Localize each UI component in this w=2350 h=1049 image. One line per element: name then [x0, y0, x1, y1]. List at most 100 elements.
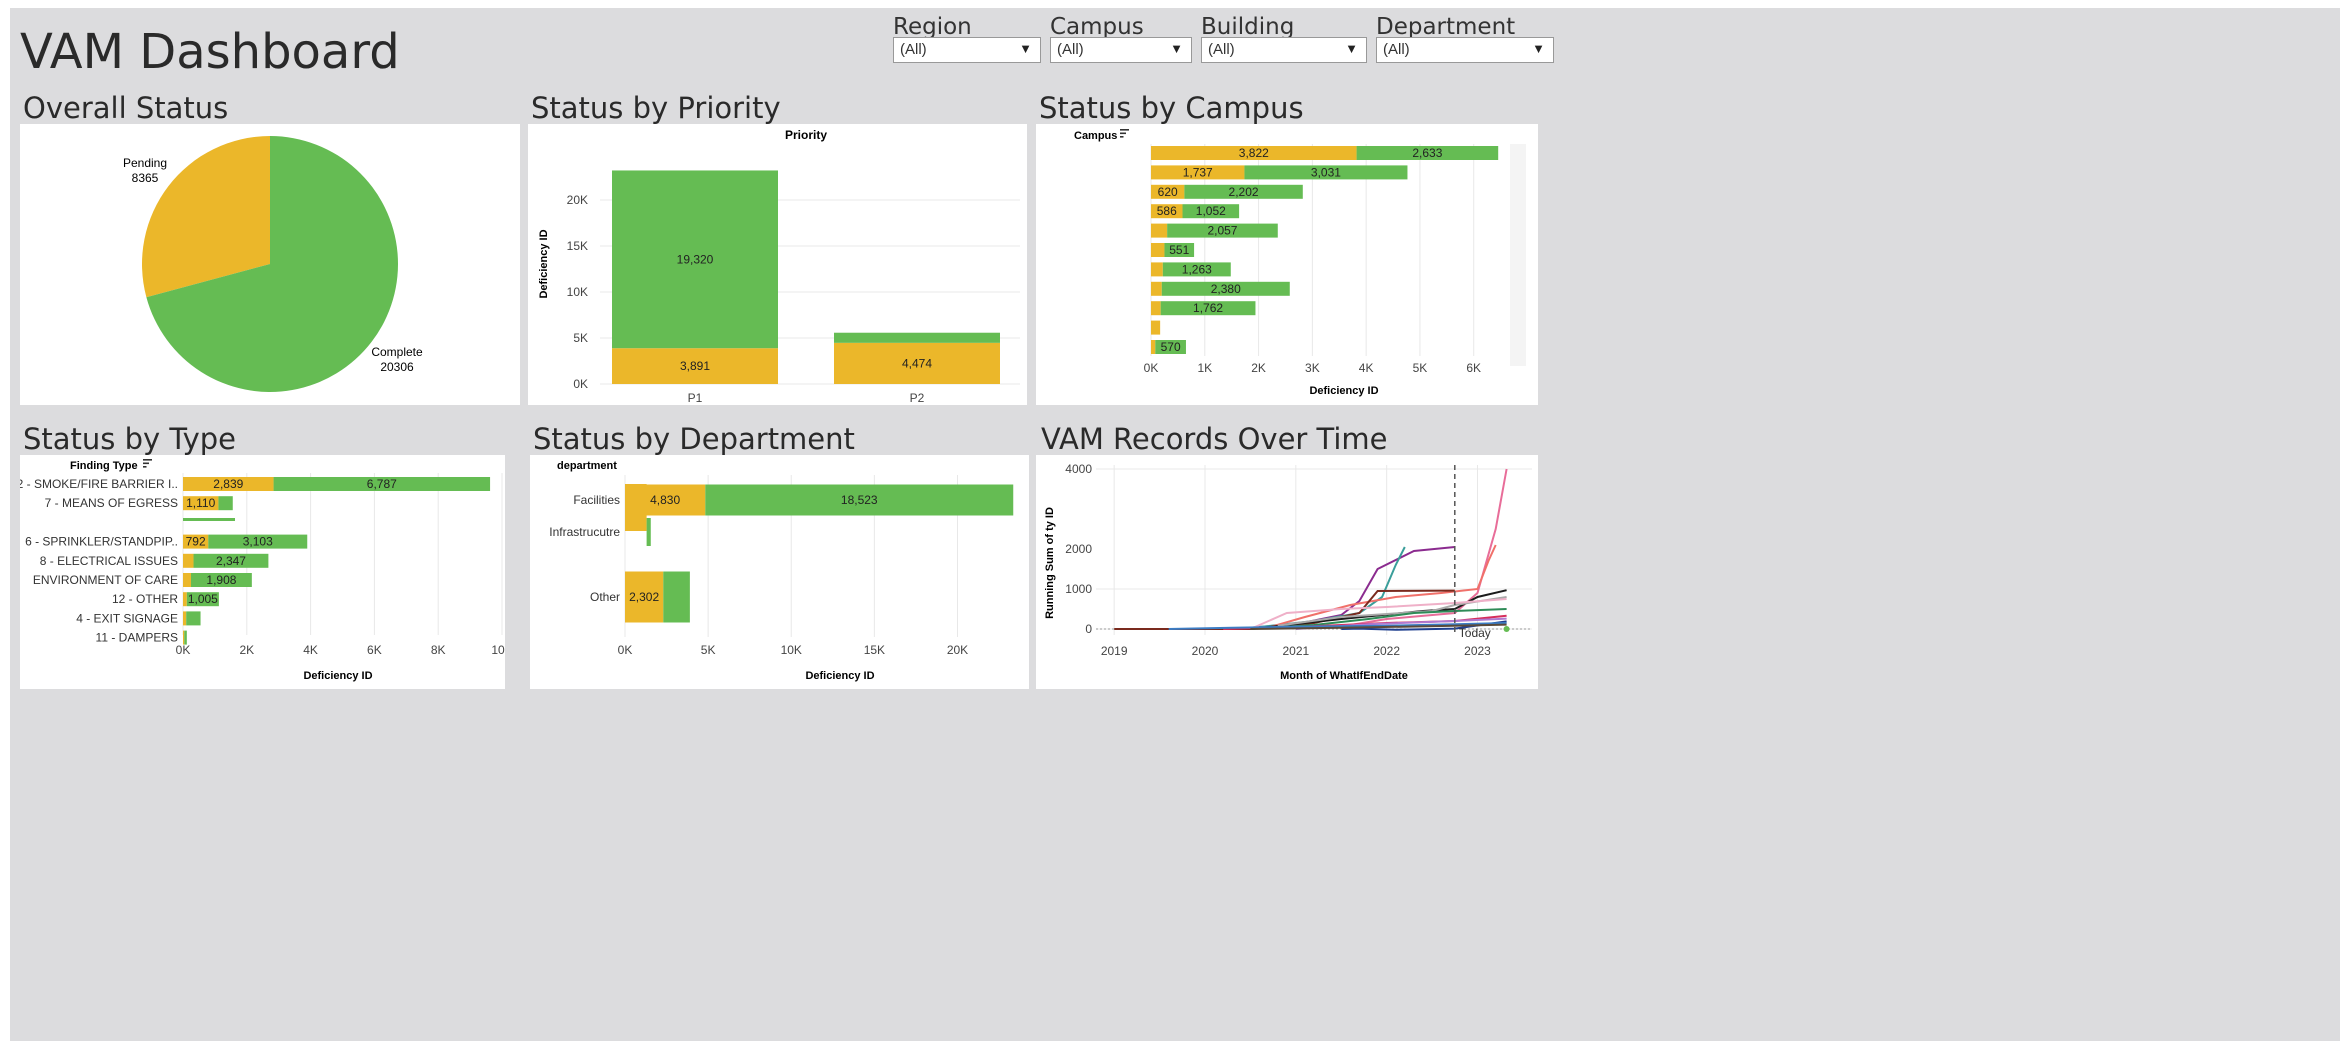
- filter-campus-select[interactable]: (All) ▼: [1050, 37, 1192, 63]
- bar-complete[interactable]: [1182, 204, 1240, 219]
- bar-complete[interactable]: [273, 477, 491, 491]
- bar-complete[interactable]: [1356, 146, 1499, 160]
- x-tick-label: 3K: [1305, 361, 1320, 375]
- bar-pending[interactable]: [1151, 165, 1245, 180]
- bar-pending[interactable]: [1151, 146, 1357, 160]
- series-line-s4[interactable]: [1268, 544, 1497, 629]
- bar-pending[interactable]: [183, 573, 191, 587]
- bar-pending-P1[interactable]: [612, 348, 778, 384]
- sort-icon[interactable]: [1120, 129, 1129, 138]
- data-label-complete: 2,633: [1412, 146, 1442, 160]
- bar-pending[interactable]: [183, 630, 185, 645]
- data-label-complete: 19,320: [677, 252, 714, 266]
- section-title-priority: Status by Priority: [531, 91, 781, 125]
- section-title-department: Status by Department: [533, 422, 855, 456]
- bar-pending[interactable]: [1151, 243, 1165, 257]
- bar-pending[interactable]: [625, 571, 664, 623]
- data-label-pending: 4,830: [650, 493, 680, 507]
- bar-complete[interactable]: [1162, 262, 1231, 277]
- category-label: 7 - MEANS OF EGRESS: [45, 496, 178, 510]
- series-line-s14[interactable]: [1250, 623, 1507, 630]
- y-tick-label: 0K: [573, 377, 588, 391]
- bar-complete[interactable]: [1167, 223, 1278, 238]
- data-label-complete: 1,005: [188, 592, 218, 606]
- bar-complete[interactable]: [190, 573, 252, 587]
- data-label-pending: 3,891: [680, 359, 710, 373]
- data-label-complete: 1,762: [1193, 301, 1223, 315]
- series-line-s13[interactable]: [1168, 622, 1507, 630]
- section-title-type: Status by Type: [23, 422, 237, 456]
- bar-pending[interactable]: [1151, 223, 1168, 238]
- bar-complete[interactable]: [1184, 184, 1303, 199]
- series-line-s8[interactable]: [1249, 598, 1507, 630]
- bar-complete[interactable]: [705, 484, 1014, 516]
- data-label-complete: 6,787: [367, 477, 397, 491]
- bar-pending[interactable]: [1151, 301, 1161, 316]
- bar-complete[interactable]: [184, 630, 187, 645]
- data-label-complete: 2,202: [1229, 185, 1259, 199]
- data-label-pending: 1,110: [186, 496, 215, 510]
- campus-scrollbar-track[interactable]: [1510, 144, 1526, 366]
- bar-pending[interactable]: [183, 553, 194, 568]
- panel-records-over-time: Running Sum of ty ID 2019 2020 2021 2022 202…: [1036, 455, 1538, 689]
- panel-status-by-department: department 0K 5K 10K 15K 20K 4,830 18,523 Faci…: [530, 455, 1029, 689]
- x-tick-label: 2K: [239, 643, 254, 657]
- overall-pie-chart: Pending 8365 Complete 20306: [123, 136, 423, 392]
- y-tick-label: 15K: [567, 239, 588, 253]
- bar-pending[interactable]: [183, 534, 209, 549]
- priority-chart-header: Priority: [785, 128, 827, 142]
- filter-building-select[interactable]: (All) ▼: [1201, 37, 1367, 63]
- data-label-pending: 2,302: [629, 590, 659, 604]
- filter-region-select[interactable]: (All) ▼: [893, 37, 1041, 63]
- data-label-pending: 586: [1157, 204, 1177, 218]
- pie-label-pending-name: Pending: [123, 156, 167, 170]
- bar-complete[interactable]: [1160, 301, 1256, 316]
- x-tick-label: 4K: [303, 643, 318, 657]
- bar-complete[interactable]: [663, 571, 690, 623]
- x-tick-label: 2023: [1464, 644, 1491, 658]
- category-label: 12 - OTHER: [112, 592, 178, 606]
- bar-pending[interactable]: [1151, 340, 1156, 354]
- x-tick-label: 10K: [781, 643, 802, 657]
- bar-pending[interactable]: [183, 477, 274, 491]
- bar-complete[interactable]: [193, 553, 269, 568]
- x-tick-label: 20K: [947, 643, 968, 657]
- bar-pending[interactable]: [183, 496, 219, 511]
- priority-bar-chart: Priority Deficiency ID 0K 5K 10K 15K 20K 3,8…: [538, 128, 1020, 405]
- bar-complete[interactable]: [1164, 243, 1195, 257]
- bar-complete-P2[interactable]: [834, 332, 1000, 343]
- panel-status-by-priority: Priority Deficiency ID 0K 5K 10K 15K 20K 3,8…: [528, 124, 1027, 405]
- filter-department-select[interactable]: (All) ▼: [1376, 37, 1554, 63]
- sort-icon[interactable]: [143, 459, 152, 468]
- bar-complete[interactable]: [186, 611, 201, 626]
- bar-pending[interactable]: [625, 484, 647, 531]
- bar-pending[interactable]: [1151, 281, 1162, 296]
- bar-complete[interactable]: [646, 518, 651, 546]
- bar-pending[interactable]: [183, 592, 187, 607]
- data-label-complete: 1,908: [206, 573, 236, 587]
- bar-complete[interactable]: [186, 592, 219, 607]
- category-label: 4 - EXIT SIGNAGE: [76, 611, 178, 625]
- bar-complete[interactable]: [218, 496, 233, 511]
- pie-slice-pending[interactable]: [142, 136, 270, 298]
- bar-complete[interactable]: [1161, 281, 1290, 296]
- bar-pending[interactable]: [1151, 262, 1163, 277]
- bar-complete-P1[interactable]: [612, 170, 778, 349]
- pie-slice-complete[interactable]: [146, 136, 398, 392]
- bar-pending-P2[interactable]: [834, 342, 1000, 384]
- bar-pending[interactable]: [1151, 320, 1161, 335]
- y-tick-label: 2000: [1065, 542, 1092, 556]
- bar-pending[interactable]: [1151, 204, 1183, 219]
- filter-department-label: Department: [1376, 14, 1516, 40]
- bar-complete[interactable]: [1244, 165, 1408, 180]
- x-tick-label: 15K: [864, 643, 885, 657]
- x-tick-label: 8K: [431, 643, 446, 657]
- data-label-complete: 3,103: [243, 535, 273, 549]
- data-label-pending: 3,822: [1239, 146, 1269, 160]
- bar-complete[interactable]: [208, 534, 308, 549]
- bar-pending[interactable]: [183, 611, 187, 626]
- bar-pending[interactable]: [1151, 184, 1185, 199]
- x-tick-label: 0K: [176, 643, 191, 657]
- category-label: Infrastrucutre: [549, 525, 620, 539]
- bar-complete[interactable]: [1155, 340, 1186, 354]
